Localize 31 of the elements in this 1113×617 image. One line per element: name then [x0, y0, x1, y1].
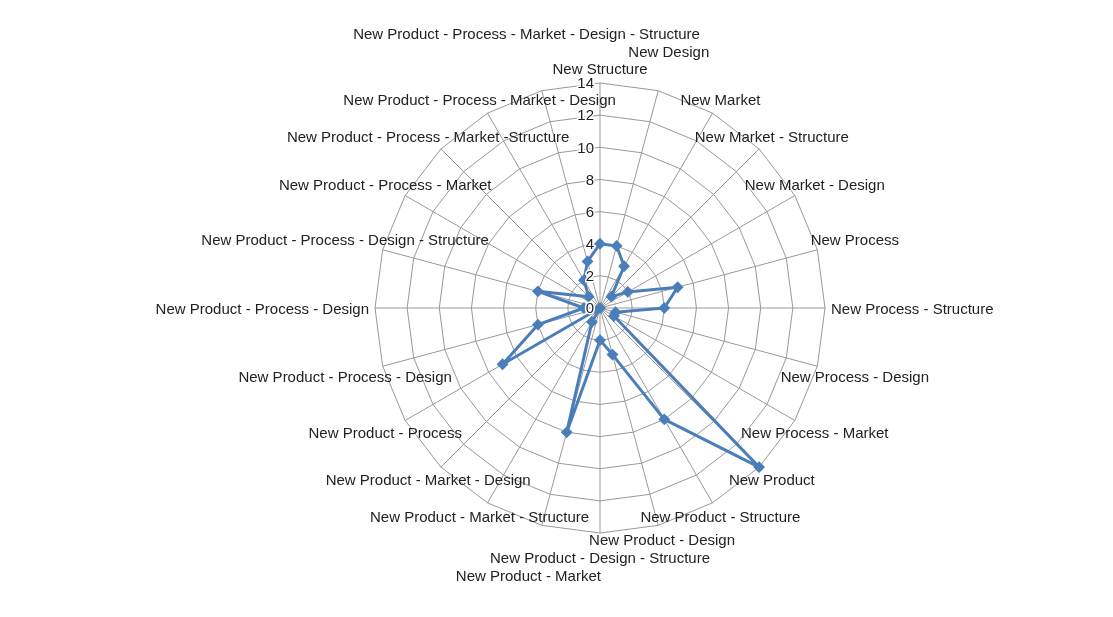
spoke-label: New Market - Structure — [694, 127, 849, 145]
spoke-label: New Product - Design - Structure — [489, 549, 711, 566]
spoke-label: New Product - Process - Market - Design - Structure — [353, 25, 700, 43]
y-tick-label: 10 — [577, 138, 594, 156]
spoke-label: New Product - Market - Design — [325, 471, 531, 489]
spoke-label: New Market - Design — [744, 175, 885, 193]
spoke-label: New Structure — [552, 60, 648, 77]
y-tick-label: 8 — [585, 170, 594, 188]
spoke-label: New Product - Process - Market — [278, 175, 493, 193]
spoke-label: New Product — [728, 471, 816, 489]
y-tick-label: 12 — [577, 106, 594, 124]
y-tick-label: 4 — [585, 234, 594, 252]
spoke-label: New Product - Process - Design - Structure — [201, 231, 489, 249]
spoke-label: New Design — [628, 42, 710, 60]
spoke-label: New Product - Market — [455, 566, 602, 584]
spoke-label: New Product - Structure — [640, 508, 801, 526]
spoke-label: New Product - Process - Market -Structure — [286, 127, 570, 145]
y-tick-label: 14 — [577, 74, 594, 92]
spoke-label: New Product - Process - Design — [155, 299, 369, 317]
spoke-label: New Product - Process — [308, 423, 462, 441]
spoke-label: New Process - Market — [741, 423, 890, 441]
y-tick-label: 6 — [585, 202, 594, 220]
spoke-label: New Process - Design — [780, 367, 930, 385]
spoke-label: New Product - Design — [589, 531, 736, 549]
spoke-label: New Product - Process - Market - Design — [343, 90, 616, 108]
spoke-label: New Market — [680, 90, 762, 108]
spoke-label: New Product - Process - Design — [238, 367, 452, 385]
y-tick-label: 2 — [585, 267, 594, 285]
spoke-label: New Product - Market - Structure — [369, 508, 590, 526]
spoke-label: New Process — [810, 231, 900, 249]
spoke-label: New Process - Structure — [831, 299, 994, 317]
